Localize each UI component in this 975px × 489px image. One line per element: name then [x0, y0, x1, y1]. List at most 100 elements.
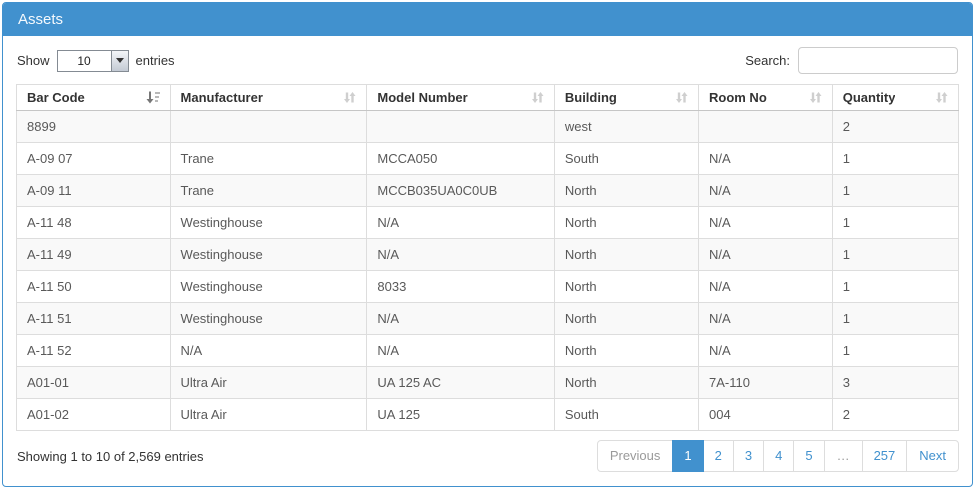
panel-body: Show 10 entries Search:: [3, 36, 972, 486]
table-cell: 2: [831, 110, 960, 143]
table-cell: A01-01: [16, 366, 171, 399]
table-cell: 1: [831, 174, 960, 207]
table-cell: 8899: [16, 110, 171, 143]
table-row: 8899 west 2: [16, 110, 960, 143]
search-label: Search:: [745, 53, 790, 68]
select-dropdown-button[interactable]: [110, 50, 128, 71]
page-length-select[interactable]: 10: [56, 49, 129, 72]
table-row: A-11 49 Westinghouse N/A North N/A 1: [16, 238, 960, 271]
table-cell: 2: [831, 398, 960, 431]
table-cell: North: [553, 174, 699, 207]
sort-both-icon: [675, 92, 688, 103]
sort-asc-icon: [146, 91, 160, 104]
column-label: Bar Code: [27, 90, 85, 105]
table-cell: N/A: [169, 334, 368, 367]
column-header-room-no[interactable]: Room No: [697, 84, 833, 111]
table-row: A-11 50 Westinghouse 8033 North N/A 1: [16, 270, 960, 303]
table-cell: A-09 07: [16, 142, 171, 175]
column-header-bar-code[interactable]: Bar Code: [16, 84, 171, 111]
table-cell: MCCB035UA0C0UB: [366, 174, 555, 207]
table-row: A01-02 Ultra Air UA 125 South 004 2: [16, 398, 960, 431]
table-cell: Westinghouse: [169, 302, 368, 335]
search-control: Search:: [745, 47, 958, 74]
table-cell: A-11 49: [16, 238, 171, 271]
pagination: Previous 1 2 3 4 5… 257 Next: [596, 440, 959, 473]
table-cell: MCCA050: [366, 142, 555, 175]
table-cell: South: [553, 142, 699, 175]
table-row: A-11 52 N/A N/A North N/A 1: [16, 334, 960, 367]
table-cell: 004: [697, 398, 833, 431]
table-cell: 8033: [366, 270, 555, 303]
entries-info: Showing 1 to 10 of 2,569 entries: [17, 448, 204, 464]
page-button-next[interactable]: Next: [906, 440, 959, 473]
sort-both-icon: [531, 92, 544, 103]
table-cell: N/A: [697, 206, 833, 239]
page-button-4[interactable]: 4: [763, 440, 795, 473]
table-cell: Westinghouse: [169, 270, 368, 303]
table-row: A01-01 Ultra Air UA 125 AC North 7A-110 3: [16, 366, 960, 399]
table-cell: west: [553, 110, 699, 143]
page-button-ellipsis: …: [823, 440, 863, 473]
table-cell: North: [553, 270, 699, 303]
table-cell: Westinghouse: [169, 206, 368, 239]
table-row: A-09 07 Trane MCCA050 South N/A 1: [16, 142, 960, 175]
page-button-previous[interactable]: Previous: [596, 440, 674, 473]
table-cell: N/A: [697, 174, 833, 207]
table-footer: Showing 1 to 10 of 2,569 entries Previou…: [16, 440, 959, 473]
table-row: A-11 48 Westinghouse N/A North N/A 1: [16, 206, 960, 239]
table-controls: Show 10 entries Search:: [17, 47, 958, 74]
table-row: A-11 51 Westinghouse N/A North N/A 1: [16, 302, 960, 335]
table-cell: Trane: [169, 174, 368, 207]
search-input[interactable]: [798, 47, 958, 74]
table-cell: A-11 50: [16, 270, 171, 303]
table-cell: 1: [831, 334, 960, 367]
table-cell: N/A: [697, 238, 833, 271]
table-cell: A-11 51: [16, 302, 171, 335]
assets-table: Bar Code Manufacturer Model Number Building…: [16, 84, 960, 431]
table-cell: North: [553, 366, 699, 399]
sort-both-icon: [809, 92, 822, 103]
table-cell: 3: [831, 366, 960, 399]
table-cell: Ultra Air: [169, 366, 368, 399]
table-cell: N/A: [697, 142, 833, 175]
sort-both-icon: [344, 92, 356, 103]
table-cell: 7A-110: [697, 366, 833, 399]
table-cell: Ultra Air: [169, 398, 368, 431]
table-cell: North: [553, 334, 699, 367]
table-cell: A-09 11: [16, 174, 171, 207]
column-header-model-number[interactable]: Model Number: [366, 84, 555, 111]
column-label: Room No: [708, 90, 767, 105]
column-label: Quantity: [842, 90, 896, 105]
page-button-3[interactable]: 3: [732, 440, 765, 473]
column-header-quantity[interactable]: Quantity: [831, 84, 960, 111]
table-cell: A01-02: [16, 398, 171, 431]
page-length-value: 10: [77, 53, 91, 68]
table-cell: South: [553, 398, 699, 431]
page-button-1[interactable]: 1: [672, 440, 704, 473]
show-label: Show: [17, 53, 50, 68]
table-cell: A-11 48: [16, 206, 171, 239]
table-row: A-09 11 Trane MCCB035UA0C0UB North N/A 1: [16, 174, 960, 207]
column-header-building[interactable]: Building: [553, 84, 699, 111]
page-button-257[interactable]: 257: [861, 440, 908, 473]
table-cell: North: [553, 238, 699, 271]
table-cell: N/A: [366, 334, 555, 367]
page-button-2[interactable]: 2: [702, 440, 734, 473]
table-cell: [169, 110, 368, 143]
page-button-5[interactable]: 5: [793, 440, 825, 473]
table-cell: 1: [831, 302, 960, 335]
column-header-manufacturer[interactable]: Manufacturer: [169, 84, 368, 111]
entries-label: entries: [135, 53, 175, 68]
column-label: Manufacturer: [180, 90, 263, 105]
page-length-control: Show 10 entries: [17, 49, 175, 72]
table-cell: Trane: [169, 142, 368, 175]
table-cell: N/A: [366, 238, 555, 271]
table-cell: 1: [831, 206, 960, 239]
sort-both-icon: [936, 92, 948, 103]
table-cell: A-11 52: [16, 334, 171, 367]
table-cell: North: [553, 302, 699, 335]
table-cell: N/A: [366, 206, 555, 239]
table-cell: 1: [831, 238, 960, 271]
column-label: Model Number: [377, 90, 468, 105]
table-header-row: Bar Code Manufacturer Model Number Building…: [16, 84, 960, 111]
